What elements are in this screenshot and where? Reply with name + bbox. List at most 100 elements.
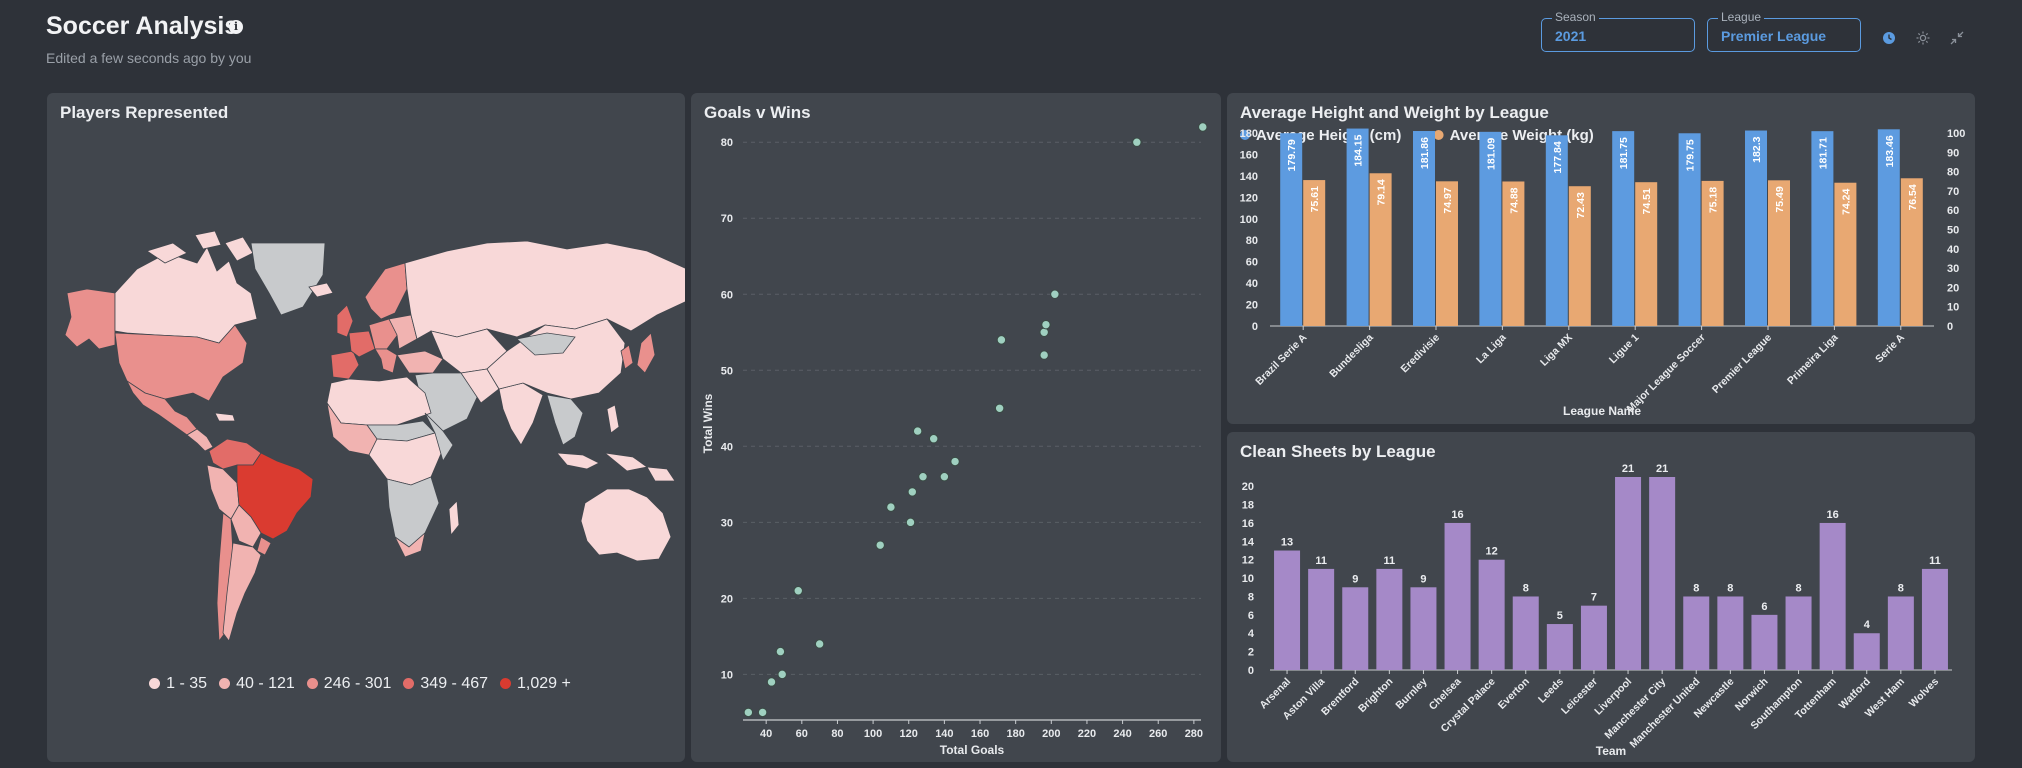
scatter-point[interactable] <box>793 586 803 596</box>
scatter-point[interactable] <box>886 502 896 512</box>
east-africa[interactable] <box>424 412 454 462</box>
philippines[interactable] <box>606 404 620 434</box>
scatter-point[interactable] <box>1039 327 1049 337</box>
weight-bar-serie-a[interactable] <box>1900 178 1923 326</box>
height-bar-primeira-liga[interactable] <box>1811 131 1834 326</box>
height-bar-bundesliga[interactable] <box>1346 128 1369 326</box>
height-bar-major-league-soccer[interactable] <box>1678 133 1701 326</box>
weight-bar-la-liga[interactable] <box>1502 181 1525 326</box>
eastern-europe[interactable] <box>388 314 418 350</box>
clean-sheets-bar-chelsea[interactable] <box>1444 522 1471 670</box>
weight-bar-premier-league[interactable] <box>1768 180 1790 326</box>
clean-sheets-bar-brentford[interactable] <box>1342 587 1369 670</box>
scatter-point[interactable] <box>996 335 1007 345</box>
weight-bar-eredivisie[interactable] <box>1436 181 1458 326</box>
clean-sheets-bar-arsenal[interactable] <box>1274 550 1301 670</box>
map-legend-item-1[interactable]: 40 - 121 <box>219 675 295 692</box>
height-bar-serie-a[interactable] <box>1877 129 1900 326</box>
scatter-point[interactable] <box>939 472 950 482</box>
clean-sheets-bar-leicester[interactable] <box>1580 605 1607 670</box>
scatter-point[interactable] <box>1132 137 1142 147</box>
world-map[interactable] <box>47 93 685 762</box>
scatter-point[interactable] <box>928 434 939 444</box>
map-legend-item-2[interactable]: 246 - 301 <box>306 675 391 692</box>
scatter-point[interactable] <box>757 707 768 718</box>
clean-sheets-bar-norwich[interactable] <box>1751 614 1778 670</box>
australia[interactable] <box>580 488 672 562</box>
map-legend-item-0[interactable]: 1 - 35 <box>149 675 207 692</box>
clean-sheets-bar-aston-villa[interactable] <box>1308 568 1335 670</box>
legend-label-average-weight-kg[interactable]: Average Weight (kg) <box>1450 127 1594 144</box>
clean-sheets-bar-southampton[interactable] <box>1785 596 1812 670</box>
scatter-point[interactable] <box>777 669 787 680</box>
central-america[interactable] <box>186 428 214 452</box>
central-europe[interactable] <box>368 318 400 350</box>
clean-sheets-bar-liverpool[interactable] <box>1615 477 1642 670</box>
uk-ireland[interactable] <box>336 304 354 338</box>
clean-sheets-bar-crystal-palace[interactable] <box>1478 559 1505 670</box>
southeast-asia[interactable] <box>546 394 584 446</box>
iberia[interactable] <box>330 350 360 380</box>
scatter-point[interactable] <box>743 707 754 718</box>
goals-wins-scatter[interactable]: 10 20 30 40 50 60 70 80 40 60 80 100 120 140 160 180 200… <box>691 93 1221 762</box>
weight-bar-major-league-soccer[interactable] <box>1701 180 1724 326</box>
clean-sheets-bar-leeds[interactable] <box>1546 624 1573 670</box>
scatter-point[interactable] <box>766 677 777 687</box>
clean-sheets-bar-tottenham[interactable] <box>1819 522 1846 670</box>
collapse-icon[interactable] <box>1950 31 1964 45</box>
papua[interactable] <box>646 466 676 482</box>
greenland[interactable] <box>250 242 326 316</box>
legend-label-average-height-cm[interactable]: Average Height (cm) <box>1256 127 1401 144</box>
clean-sheets-bar-burnley[interactable] <box>1410 587 1437 670</box>
scatter-point[interactable] <box>1050 289 1060 299</box>
scatter-point[interactable] <box>1039 350 1049 360</box>
height-bar-premier-league[interactable] <box>1745 130 1767 326</box>
china[interactable] <box>486 318 626 400</box>
clean-sheets-bar-brighton[interactable] <box>1376 568 1403 670</box>
scatter-point[interactable] <box>905 517 916 528</box>
turkey-caucasus[interactable] <box>396 350 444 374</box>
scatter-point[interactable] <box>814 639 825 649</box>
iceland[interactable] <box>308 282 334 298</box>
season-filter[interactable]: Season 2021 <box>1541 10 1695 52</box>
alaska[interactable] <box>64 288 116 350</box>
sun-icon[interactable] <box>1916 31 1930 45</box>
clean-sheets-bar-watford[interactable] <box>1853 633 1880 670</box>
map-legend-item-4[interactable]: 1,029 + <box>500 675 571 692</box>
uruguay[interactable] <box>256 536 272 556</box>
caribbean[interactable] <box>214 412 236 422</box>
clean-sheets-bar-newcastle[interactable] <box>1717 596 1744 670</box>
map-legend-item-3[interactable]: 349 - 467 <box>403 675 488 692</box>
italy-balkans[interactable] <box>374 348 398 374</box>
scatter-point[interactable] <box>912 426 923 436</box>
south-africa[interactable] <box>394 531 426 558</box>
mongolia[interactable] <box>516 332 576 356</box>
scatter-point[interactable] <box>775 646 786 657</box>
peru-ecuador[interactable] <box>206 464 240 520</box>
scatter-point[interactable] <box>918 472 928 482</box>
france[interactable] <box>348 330 376 358</box>
weight-bar-bundesliga[interactable] <box>1369 173 1392 326</box>
clean-sheets-bar-west-ham[interactable] <box>1887 596 1914 670</box>
bolivia-paraguay[interactable] <box>230 504 262 548</box>
weight-bar-ligue-1[interactable] <box>1635 182 1658 326</box>
clean-sheets-bar-wolves[interactable] <box>1921 568 1948 670</box>
indonesia[interactable] <box>556 452 648 472</box>
north-africa[interactable] <box>326 376 432 426</box>
height-bar-ligue-1[interactable] <box>1612 131 1635 326</box>
scatter-point[interactable] <box>994 403 1005 413</box>
scatter-point[interactable] <box>1198 122 1208 132</box>
clean-sheets-bar-manchester-city[interactable] <box>1649 477 1676 670</box>
clean-sheets-bar-manchester-united[interactable] <box>1683 596 1710 670</box>
scatter-point[interactable] <box>1041 319 1051 330</box>
weight-bar-primeira-liga[interactable] <box>1834 182 1857 326</box>
scatter-point[interactable] <box>907 487 917 497</box>
height-bar-la-liga[interactable] <box>1479 131 1502 326</box>
height-bar-eredivisie[interactable] <box>1413 131 1435 326</box>
weight-bar-liga-mx[interactable] <box>1568 186 1591 326</box>
korea-japan[interactable] <box>620 332 656 374</box>
madagascar[interactable] <box>448 500 460 537</box>
scatter-point[interactable] <box>950 456 960 467</box>
southern-africa[interactable] <box>386 476 440 548</box>
weight-bar-brazil-serie-a[interactable] <box>1303 180 1326 326</box>
